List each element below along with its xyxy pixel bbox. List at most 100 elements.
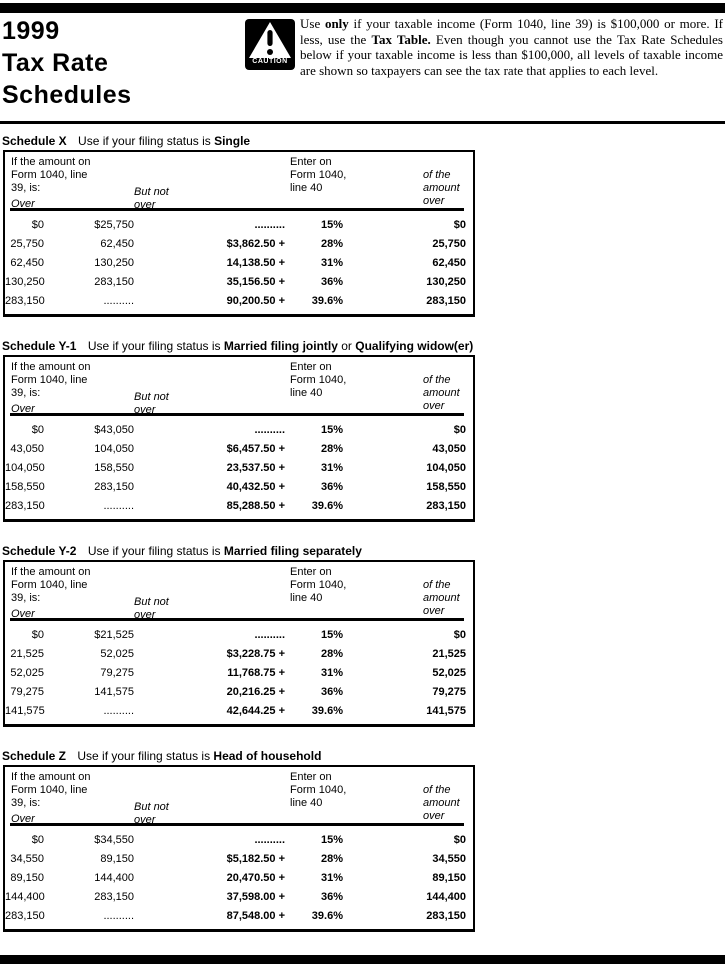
- table-row: 79,275 141,575 20,216.25 + 36% 79,275: [5, 683, 473, 702]
- schedule-y2-section: Schedule Y-2 Use if your filing status i…: [0, 544, 725, 727]
- tax-rate: 28%: [320, 238, 343, 250]
- col-header-over-label: Over: [11, 198, 35, 210]
- schedule-status: Head of household: [213, 749, 322, 763]
- but-not-over-value: 141,575: [94, 686, 134, 698]
- col-header-enter-on: Enter on Form 1040, line 40: [290, 566, 347, 604]
- table-row: 104,050 158,550 23,537.50 + 31% 104,050: [5, 459, 473, 478]
- schedule-conjunction: or: [341, 339, 352, 353]
- schedule-status: Married filing separately: [223, 544, 362, 558]
- tax-rate: 28%: [320, 648, 343, 660]
- but-not-over-value: ..........: [103, 500, 134, 512]
- tax-rate: 31%: [320, 462, 343, 474]
- tax-rate: 39.6%: [311, 500, 343, 512]
- schedule-intro: Use if your filing status is: [87, 544, 221, 558]
- table-row: 130,250 283,150 35,156.50 + 36% 130,250: [5, 273, 473, 292]
- of-amount-over-value: $0: [453, 629, 466, 641]
- tax-amount: ..........: [254, 219, 285, 231]
- but-not-over-value: ..........: [103, 295, 134, 307]
- tax-rate-table: If the amount on Form 1040, line 39, is:…: [3, 560, 475, 727]
- table-row: $0 $21,525 .......... 15% $0: [5, 626, 473, 645]
- schedule-x-section: Schedule X Use if your filing status is …: [0, 134, 725, 317]
- table-row: 283,150 .......... 87,548.00 + 39.6% 283…: [5, 907, 473, 926]
- table-row: 43,050 104,050 $6,457.50 + 28% 43,050: [5, 440, 473, 459]
- but-not-over-value: $43,050: [94, 424, 134, 436]
- col-header-enter-on: Enter on Form 1040, line 40: [290, 361, 347, 399]
- col-header-but-not-over: But not over: [134, 391, 169, 416]
- over-value: 158,550: [5, 481, 45, 493]
- col-header-over-label: Over: [11, 403, 35, 415]
- col-header-if-amount: If the amount on Form 1040, line 39, is:: [11, 156, 91, 194]
- schedule-intro: Use if your filing status is: [78, 134, 211, 148]
- tax-amount: 42,644.25 +: [226, 705, 285, 717]
- of-amount-over-value: 52,025: [432, 667, 466, 679]
- schedule-name: Schedule Y-1: [2, 339, 77, 353]
- schedule-intro: Use if your filing status is: [77, 749, 211, 763]
- table-row: 34,550 89,150 $5,182.50 + 28% 34,550: [5, 850, 473, 869]
- tax-amount: 23,537.50 +: [226, 462, 285, 474]
- of-amount-over-value: 21,525: [432, 648, 466, 660]
- but-not-over-value: 62,450: [100, 238, 134, 250]
- table-row: 144,400 283,150 37,598.00 + 36% 144,400: [5, 888, 473, 907]
- of-amount-over-value: 283,150: [426, 500, 466, 512]
- col-header-of-amount-over: of the amount over: [423, 579, 460, 617]
- over-value: 89,150: [10, 872, 44, 884]
- header-divider-rule: [0, 121, 725, 124]
- schedule-intro: Use if your filing status is: [87, 339, 221, 353]
- but-not-over-value: $25,750: [94, 219, 134, 231]
- schedule-z-title: Schedule Z Use if your filing status is …: [0, 749, 725, 765]
- schedule-name: Schedule Z: [2, 749, 67, 763]
- tax-amount: 11,768.75 +: [227, 667, 285, 679]
- caution-paragraph: Use only if your taxable income (Form 10…: [300, 16, 723, 78]
- tax-amount: 37,598.00 +: [226, 891, 285, 903]
- table-row: 283,150 .......... 85,288.50 + 39.6% 283…: [5, 497, 473, 516]
- schedule-y1-section: Schedule Y-1 Use if your filing status i…: [0, 339, 725, 522]
- over-value: 25,750: [10, 238, 44, 250]
- but-not-over-value: 283,150: [94, 276, 134, 288]
- over-value: 283,150: [5, 910, 45, 922]
- tax-rate: 39.6%: [311, 705, 343, 717]
- over-value: 283,150: [5, 500, 45, 512]
- tax-amount: 87,548.00 +: [226, 910, 285, 922]
- schedule-name: Schedule X: [2, 134, 67, 148]
- over-value: $0: [31, 629, 44, 641]
- table-row: 141,575 .......... 42,644.25 + 39.6% 141…: [5, 702, 473, 721]
- but-not-over-value: ..........: [103, 705, 134, 717]
- but-not-over-value: $34,550: [94, 834, 134, 846]
- col-header-if-amount: If the amount on Form 1040, line 39, is:: [11, 566, 91, 604]
- page-title: 1999 Tax Rate Schedules: [2, 17, 132, 109]
- tax-amount: $6,457.50 +: [226, 443, 285, 455]
- caution-text-2: if your taxable income (Form 1040, line …: [300, 16, 724, 47]
- tax-rate: 31%: [320, 257, 343, 269]
- but-not-over-value: 144,400: [94, 872, 134, 884]
- tax-rate-table: If the amount on Form 1040, line 39, is:…: [3, 150, 475, 317]
- caution-icon-label: CAUTION: [252, 58, 288, 65]
- tax-rate: 31%: [320, 872, 343, 884]
- but-not-over-value: 130,250: [94, 257, 134, 269]
- schedule-status-2: Qualifying widow(er): [355, 339, 474, 353]
- of-amount-over-value: $0: [453, 834, 466, 846]
- col-header-over-label: Over: [11, 813, 35, 825]
- schedule-status: Married filing jointly: [223, 339, 338, 353]
- table-body: $0 $25,750 .......... 15% $0 25,750 62,4…: [5, 216, 473, 311]
- of-amount-over-value: 141,575: [426, 705, 466, 717]
- tax-amount: ..........: [254, 424, 285, 436]
- table-row: 158,550 283,150 40,432.50 + 36% 158,550: [5, 478, 473, 497]
- table-row: 52,025 79,275 11,768.75 + 31% 52,025: [5, 664, 473, 683]
- caution-bold-tax-table: Tax Table.: [371, 31, 431, 47]
- col-header-over: If the amount on Form 1040, line 39, is:…: [11, 361, 91, 416]
- tax-rate: 39.6%: [311, 295, 343, 307]
- tax-rate: 28%: [320, 443, 343, 455]
- over-value: 141,575: [5, 705, 45, 717]
- tax-amount: $5,182.50 +: [226, 853, 285, 865]
- of-amount-over-value: 62,450: [432, 257, 466, 269]
- tax-rate: 15%: [320, 424, 343, 436]
- table-row: 89,150 144,400 20,470.50 + 31% 89,150: [5, 869, 473, 888]
- tax-amount: 14,138.50 +: [226, 257, 285, 269]
- but-not-over-value: $21,525: [94, 629, 134, 641]
- caution-bold-only: only: [324, 16, 349, 31]
- schedule-z-section: Schedule Z Use if your filing status is …: [0, 749, 725, 932]
- of-amount-over-value: 158,550: [426, 481, 466, 493]
- caution-text-1: Use: [300, 16, 325, 31]
- schedule-x-title: Schedule X Use if your filing status is …: [0, 134, 725, 150]
- but-not-over-value: 283,150: [94, 481, 134, 493]
